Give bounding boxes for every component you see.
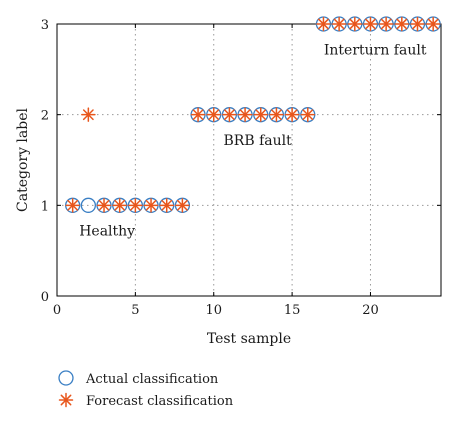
forecast-point — [65, 198, 80, 213]
axis-ticks: 0 5 10 15 20 0 1 2 3 — [41, 18, 441, 318]
forecast-point — [143, 198, 159, 213]
annotation-label: Interturn fault — [324, 42, 427, 58]
y-tick-label: 3 — [41, 18, 49, 33]
forecast-point — [284, 107, 300, 122]
forecast-point — [128, 198, 143, 213]
actual-point — [80, 197, 96, 213]
annotations: Healthy BRB fault Interturn fault — [79, 42, 427, 239]
legend-item: Actual classification — [58, 370, 219, 387]
forecast-point — [206, 107, 221, 122]
forecast-point — [331, 16, 347, 32]
forecast-point — [112, 198, 127, 213]
x-tick-label: 15 — [284, 303, 301, 318]
forecast-point — [394, 16, 410, 32]
forecast-point — [425, 16, 441, 32]
forecast-point — [175, 198, 190, 213]
forecast-point — [347, 16, 363, 32]
x-tick-label: 5 — [131, 303, 139, 318]
forecast-point — [237, 107, 253, 122]
forecast-point — [96, 198, 112, 213]
x-tick-label: 20 — [362, 303, 379, 318]
forecast-point — [300, 107, 316, 122]
forecast-point — [269, 107, 284, 122]
legend: Actual classification Forecast classifica… — [58, 370, 234, 409]
x-tick-label: 0 — [53, 303, 61, 318]
x-axis-label: Test sample — [207, 331, 291, 347]
y-axis-label: Category label — [15, 108, 31, 212]
data-marks — [65, 16, 441, 213]
annotation-label: Healthy — [79, 224, 135, 240]
forecast-point — [363, 16, 378, 32]
forecast-point — [316, 16, 331, 32]
y-tick-label: 2 — [41, 109, 49, 124]
forecast-point — [253, 107, 269, 122]
series-forecast — [65, 16, 441, 213]
forecast-point — [378, 16, 394, 32]
forecast-point — [159, 198, 174, 213]
forecast-point — [222, 107, 237, 122]
y-tick-label: 1 — [41, 199, 49, 214]
legend-asterisk-marker — [58, 392, 74, 408]
annotation-label: BRB fault — [224, 133, 293, 149]
legend-label: Actual classification — [85, 372, 219, 387]
forecast-point — [190, 107, 206, 122]
legend-label: Forecast classification — [86, 394, 234, 409]
forecast-point — [410, 16, 425, 32]
x-tick-label: 10 — [205, 303, 222, 318]
legend-circle-marker — [58, 370, 74, 386]
plot-frame — [56, 23, 442, 297]
legend-item: Forecast classification — [58, 392, 234, 409]
y-tick-label: 0 — [41, 290, 49, 305]
forecast-point — [81, 107, 96, 122]
grid — [57, 24, 441, 296]
